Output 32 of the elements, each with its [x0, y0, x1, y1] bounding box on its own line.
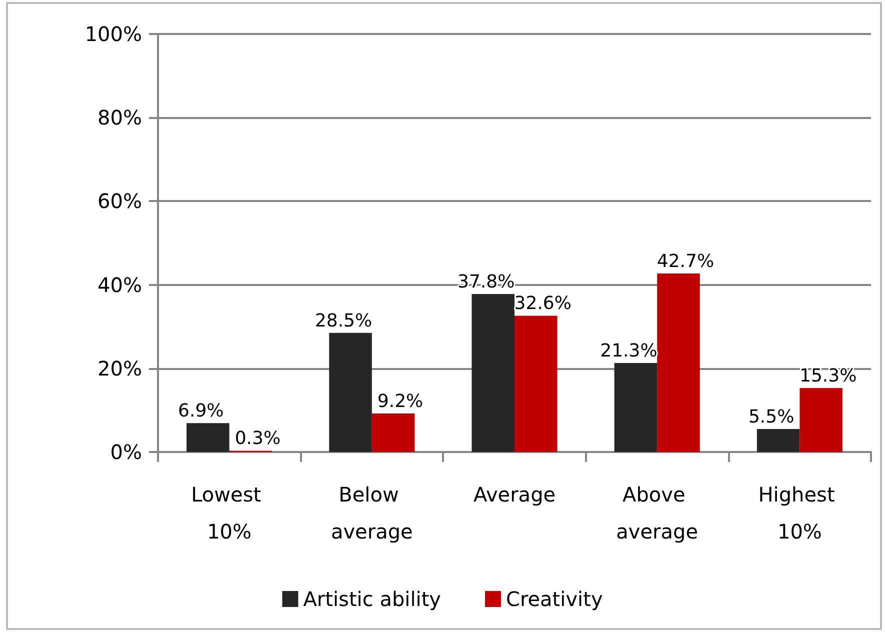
x-tick-label: Lowest 10% [191, 482, 268, 544]
y-tick-label: 80% [98, 106, 142, 130]
data-label: 21.3% [600, 340, 658, 362]
x-tick-label: Below average [330, 482, 413, 544]
x-tick-label: Highest 10% [758, 482, 842, 544]
data-label: 28.5% [314, 310, 372, 332]
bar [657, 274, 700, 452]
data-label: 37.8% [458, 271, 515, 292]
data-label: 5.5% [748, 406, 794, 428]
bar [472, 294, 514, 452]
data-label: 9.2% [377, 391, 424, 412]
y-tick-label: 100% [84, 22, 142, 46]
y-tick-label: 60% [98, 189, 142, 214]
data-label: 6.9% [178, 400, 224, 422]
legend-label: Creativity [506, 587, 603, 611]
bar [614, 362, 658, 452]
bar [329, 332, 372, 452]
data-label: 0.3% [234, 428, 281, 450]
data-label: 42.7% [656, 251, 714, 272]
bar [514, 316, 558, 452]
data-label: 15.3% [799, 366, 857, 387]
y-tick-label: 20% [98, 356, 142, 380]
legend-label: Artistic ability [303, 587, 442, 611]
data-label: 32.6% [514, 293, 572, 314]
y-tick-label: 40% [98, 272, 142, 297]
x-tick-label: Above average [616, 482, 698, 544]
bar [800, 388, 842, 452]
bar [756, 429, 800, 452]
x-tick-label: Average [473, 482, 556, 506]
bar [372, 414, 415, 452]
y-tick-label: 0% [110, 440, 142, 464]
bar [186, 423, 230, 452]
